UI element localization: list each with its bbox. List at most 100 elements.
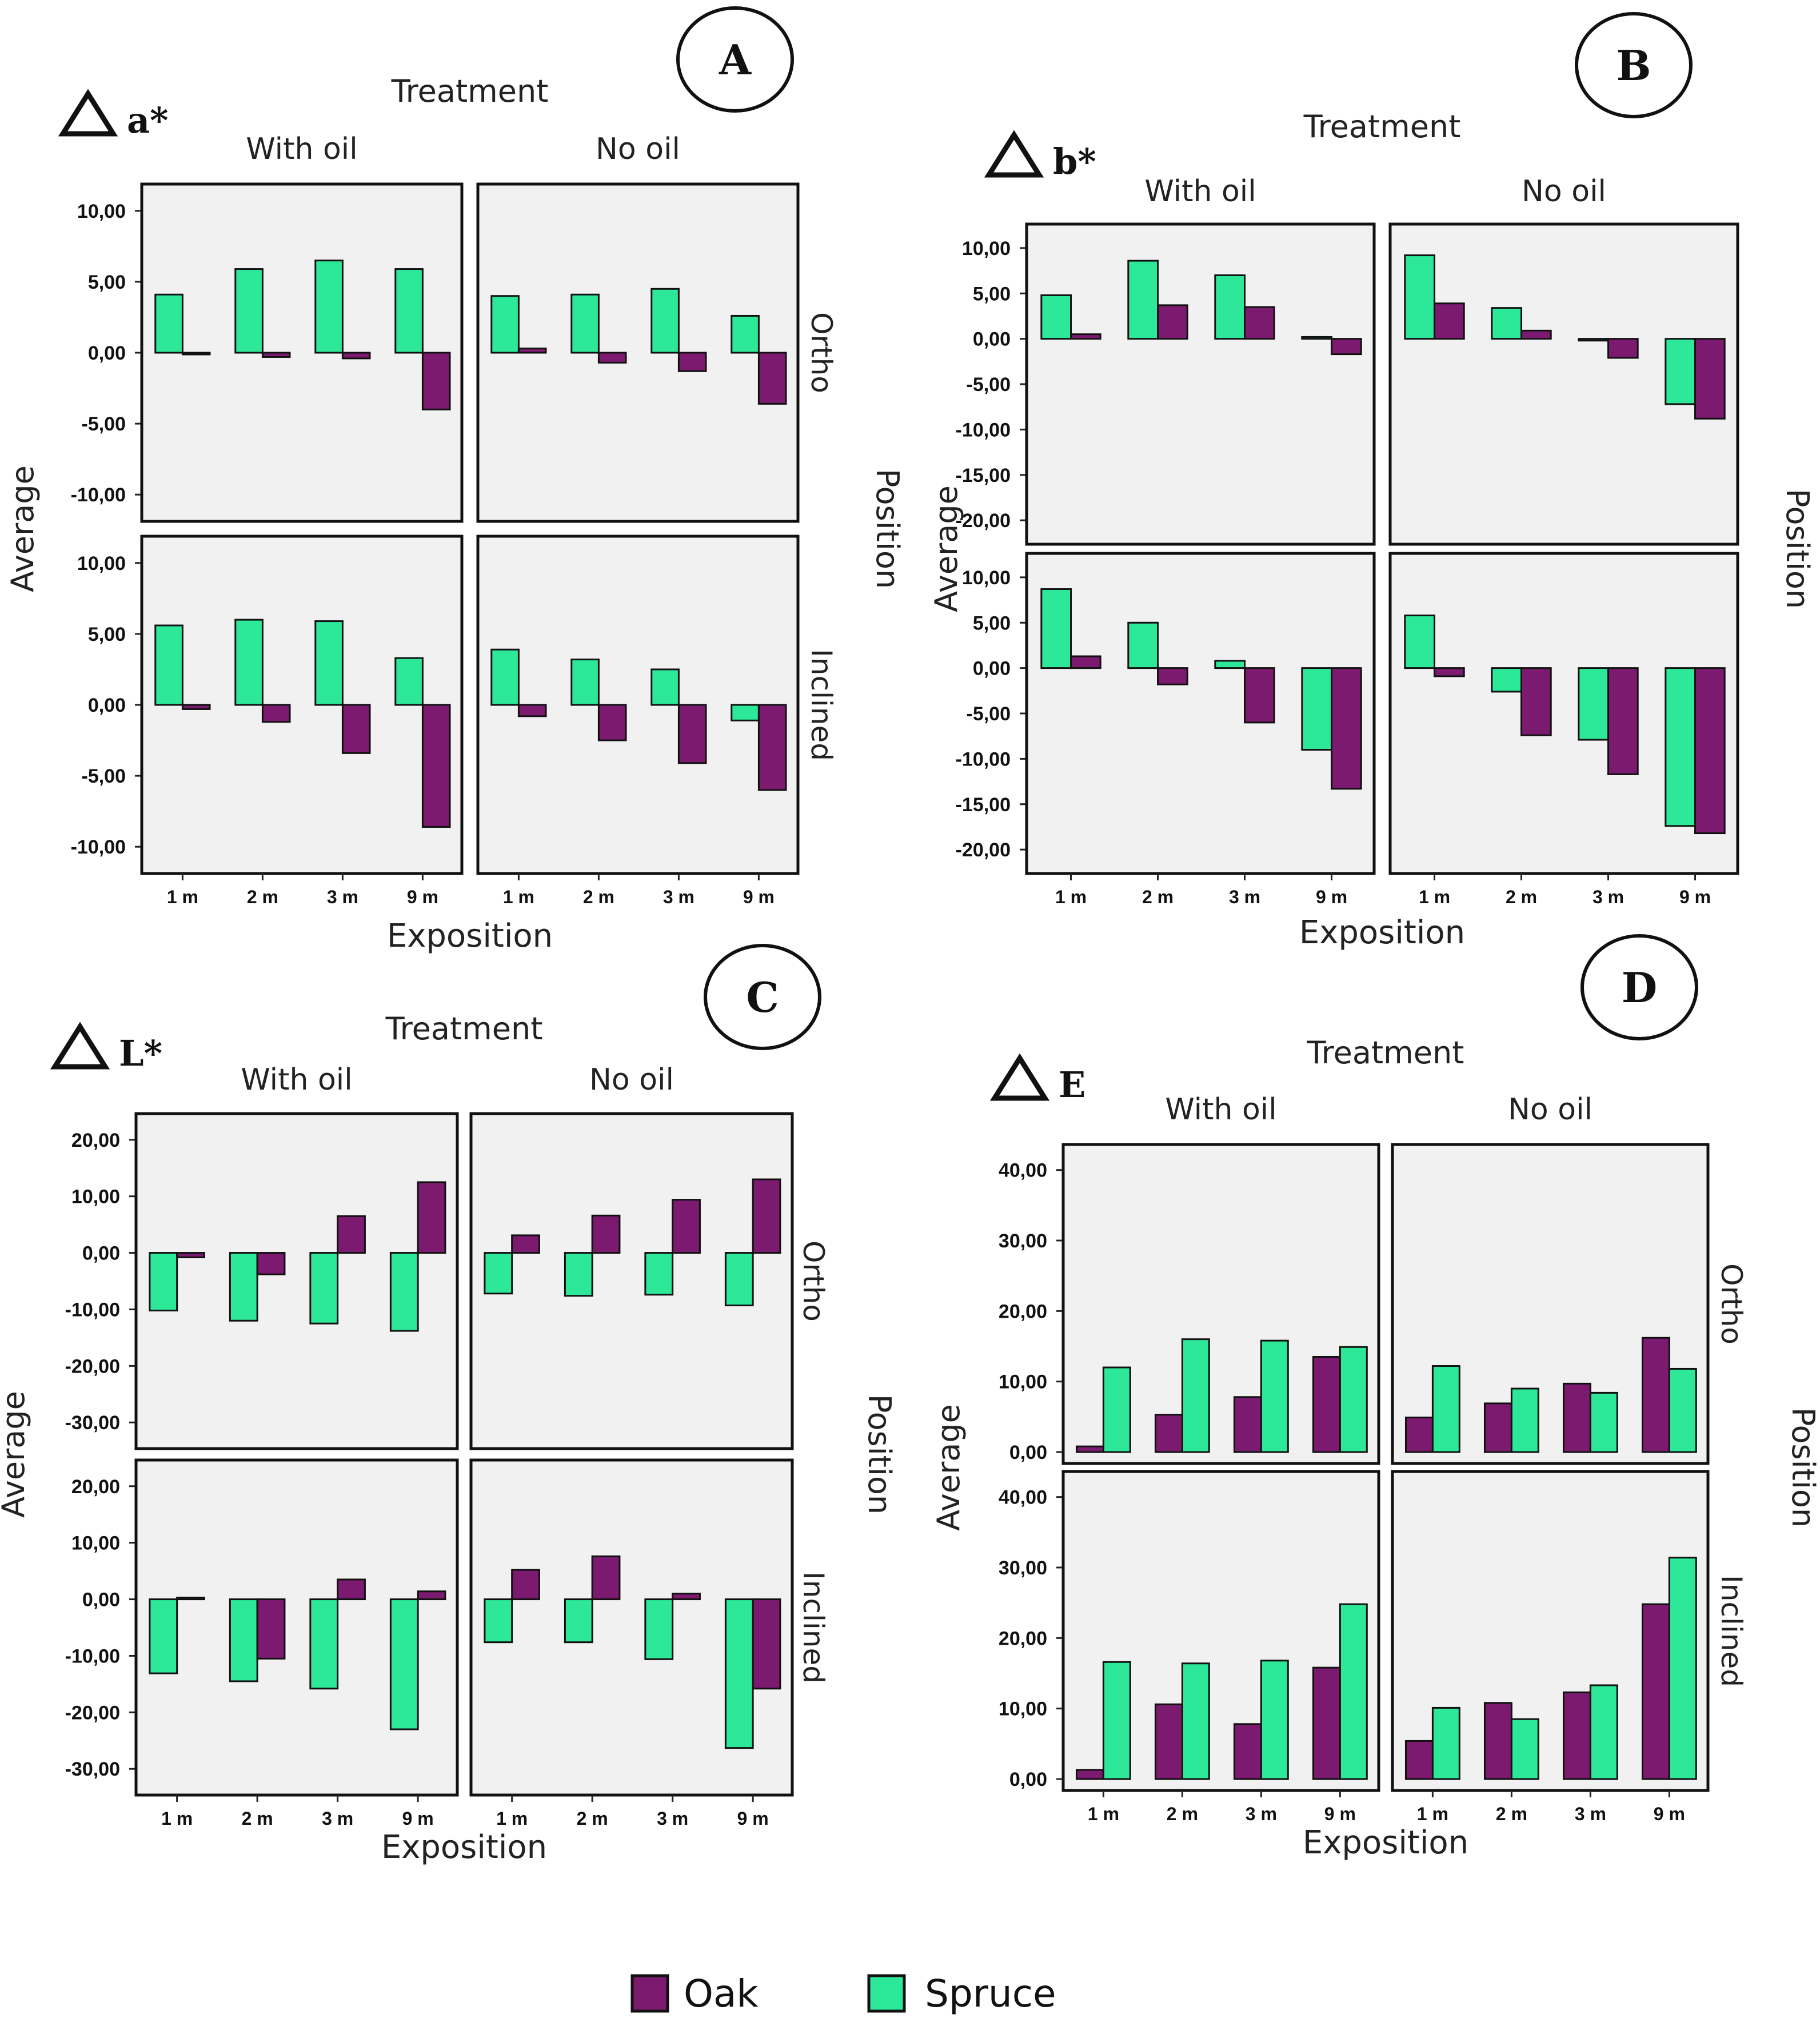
chart-a-bar-spruce: [650, 668, 680, 706]
chart-b-bar-spruce: [1491, 667, 1523, 693]
chart-d-row-label-0: Ortho: [1715, 1263, 1748, 1345]
chart-b-treatment-title: Treatment: [1303, 109, 1461, 145]
chart-a-ytick-label: 5,00: [88, 624, 126, 645]
chart-a-panel-with-oil-inclined: 1 m 2 m 3 m 9 m: [140, 535, 464, 907]
chart-d-panel-with-oil-inclined: 1 m 2 m 3 m 9 m: [1061, 1470, 1380, 1824]
chart-b-bar-spruce: [1040, 588, 1072, 669]
chart-d-xtick-label: 3 m: [1575, 1804, 1606, 1824]
chart-b-xtick-label: 2 m: [1506, 887, 1537, 907]
chart-a-ytick-label: 0,00: [88, 342, 126, 364]
chart-a-bar-spruce: [731, 314, 760, 354]
chart-c-ylabel: Average: [0, 1391, 31, 1518]
legend-label-oak: Oak: [684, 1972, 759, 2016]
chart-b-ytick-label: 0,00: [973, 658, 1011, 680]
chart-c-bar-spruce: [484, 1598, 513, 1644]
legend-swatch-oak: [630, 1974, 669, 2013]
chart-c-xtick-label: 9 m: [737, 1808, 769, 1829]
chart-c-bar-oak: [591, 1214, 621, 1254]
chart-d-bar-spruce: [1589, 1684, 1618, 1780]
legend: Oak Spruce: [630, 1972, 1056, 2016]
chart-d-bar-oak: [1404, 1417, 1434, 1453]
chart-b-panel-letter: B: [1617, 41, 1651, 90]
chart-c-ytick-label: -20,00: [65, 1702, 120, 1724]
chart-d-bar-spruce: [1339, 1603, 1368, 1780]
chart-b-ytick-label: -15,00: [956, 794, 1011, 816]
chart-d-bar-oak: [1641, 1603, 1670, 1780]
chart-d-bar-oak: [1404, 1740, 1434, 1780]
chart-d-bar-oak: [1562, 1382, 1591, 1453]
chart-a-bar-oak: [341, 352, 371, 360]
chart-b-ytick-label: 10,00: [962, 567, 1011, 589]
chart-d-bar-spruce: [1668, 1367, 1697, 1453]
chart-a-xtick-label: 2 m: [583, 887, 614, 907]
chart-a-xtick-label: 2 m: [247, 887, 278, 907]
chart-c-bar-oak: [256, 1252, 286, 1275]
chart-a-bar-oak: [261, 352, 291, 358]
chart-c-bar-oak: [511, 1234, 540, 1254]
chart-c-bar-oak: [672, 1199, 701, 1254]
chart-c-bar-oak: [337, 1215, 366, 1254]
chart-a-panel-letter: A: [719, 35, 752, 84]
chart-c-xtick-label: 3 m: [322, 1808, 353, 1829]
chart-d-bar-oak: [1075, 1445, 1104, 1453]
chart-a-bar-spruce: [731, 704, 760, 721]
chart-b-bar-oak: [1607, 667, 1639, 775]
chart-d-column-label-0: With oil: [1165, 1092, 1276, 1127]
chart-a-ytick-label: 5,00: [88, 272, 126, 293]
chart-b-bar-spruce: [1040, 294, 1072, 340]
chart-b-bar-spruce: [1127, 621, 1159, 669]
chart-a-ytick-label: -10,00: [71, 836, 126, 858]
chart-c-panel-no-oil-ortho: [469, 1112, 794, 1450]
chart-b-column-label-0: With oil: [1144, 174, 1256, 209]
chart-d-delta-icon: Δ: [989, 1053, 1050, 1101]
chart-a-letter-circle: [676, 6, 794, 113]
chart-a-bar-oak: [517, 704, 547, 717]
chart-c-letter-circle: [704, 944, 821, 1050]
chart-c-treatment-title: Treatment: [385, 1011, 543, 1047]
chart-a-bar-spruce: [154, 624, 183, 706]
chart-c-ytick-label: -20,00: [65, 1355, 120, 1377]
chart-d-ytick-label: 10,00: [999, 1371, 1047, 1393]
chart-d-panel-no-oil-ortho: [1391, 1143, 1710, 1465]
chart-a-bar-oak: [421, 704, 451, 828]
chart-d-bar-spruce: [1260, 1339, 1289, 1453]
chart-b-ytick-label: -10,00: [956, 419, 1011, 441]
chart-a-ytick-label: -10,00: [71, 484, 126, 506]
chart-b-bar-spruce: [1214, 274, 1246, 340]
chart-d-bar-oak: [1312, 1356, 1341, 1453]
chart-a-bar-oak: [677, 704, 707, 764]
chart-b-bar-oak: [1520, 329, 1552, 340]
chart-b-xtick-label: 9 m: [1679, 887, 1711, 907]
chart-b-bar-oak: [1331, 667, 1362, 790]
chart-a-row-label-1: Inclined: [805, 649, 838, 761]
chart-d-xtick-label: 1 m: [1417, 1804, 1448, 1824]
chart-a-metric-label: a*: [127, 99, 169, 141]
chart-a-bar-spruce: [314, 260, 344, 354]
chart-a-column-label-1: No oil: [596, 132, 680, 166]
chart-c-bar-oak: [176, 1252, 205, 1258]
chart-a-ytick-label: 10,00: [77, 201, 126, 222]
chart-c-bar-spruce: [724, 1598, 754, 1749]
chart-c-ytick-label: 10,00: [71, 1533, 120, 1554]
chart-d-bar-spruce: [1260, 1660, 1289, 1780]
chart-d-ytick-label: 20,00: [999, 1628, 1047, 1649]
chart-c-bar-spruce: [564, 1252, 593, 1297]
chart-a: Δa* A Treatment With oil No oil Ortho Inclined…: [5, 6, 905, 955]
chart-a-xtick-label: 9 m: [743, 887, 775, 907]
chart-b-bar-spruce: [1301, 667, 1333, 751]
chart-c-bar-spruce: [309, 1252, 339, 1325]
chart-d-ytick-label: 40,00: [999, 1160, 1047, 1182]
chart-b-bar-oak: [1694, 338, 1726, 420]
chart-b-bar-oak: [1157, 667, 1188, 685]
chart-c-column-label-1: No oil: [589, 1063, 674, 1097]
chart-d-ytick-label: 30,00: [999, 1557, 1047, 1579]
chart-c-panel-with-oil-ortho: [134, 1112, 459, 1450]
chart-c-bar-oak: [752, 1178, 781, 1254]
chart-d-position-title: Position: [1785, 1407, 1820, 1528]
chart-d-panel-no-oil-inclined: 1 m 2 m 3 m 9 m: [1391, 1470, 1710, 1824]
chart-b-bar-spruce: [1665, 667, 1697, 827]
chart-b-bar-oak: [1244, 667, 1275, 724]
chart-c-ytick-label: 20,00: [71, 1130, 120, 1151]
